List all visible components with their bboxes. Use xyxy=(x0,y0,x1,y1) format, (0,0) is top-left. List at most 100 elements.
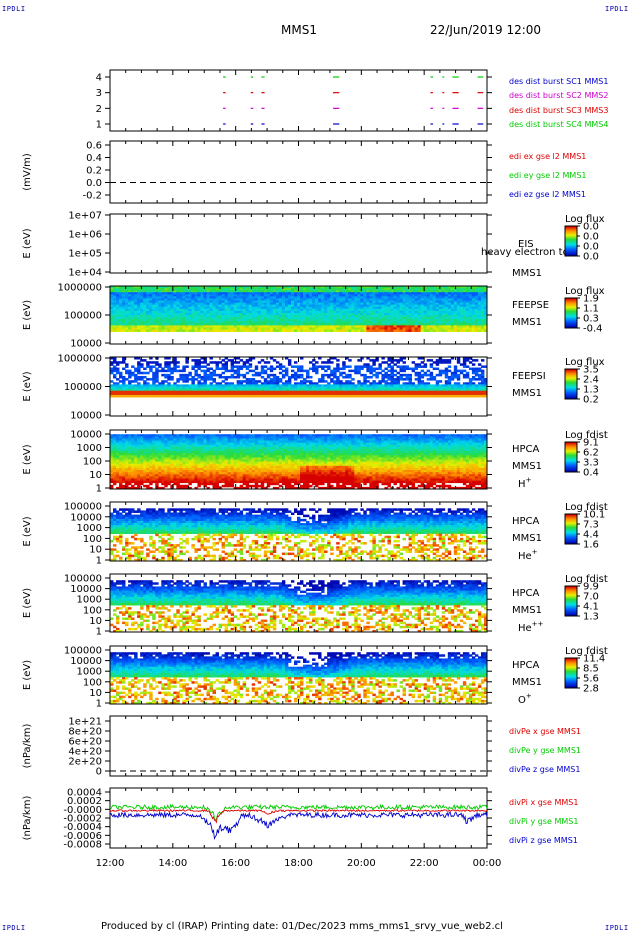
spectrogram-cell xyxy=(435,317,440,320)
spectrogram-cell xyxy=(122,321,126,324)
spectrogram-cell xyxy=(242,308,247,312)
spectrogram-cell xyxy=(257,312,262,316)
spectrogram-cell xyxy=(251,286,256,289)
spectrogram-cell xyxy=(333,392,337,396)
spectrogram-cell xyxy=(143,390,147,394)
spectrogram-cell xyxy=(116,323,120,326)
spectrogram-cell xyxy=(300,298,304,301)
spectrogram-cell xyxy=(432,390,437,394)
spectrogram-cell xyxy=(411,388,416,392)
spectrogram-cell xyxy=(315,384,319,387)
spectrogram-cell xyxy=(381,294,385,297)
spectrogram-cell xyxy=(318,308,322,312)
spectrogram-cell xyxy=(191,317,195,320)
spectrogram-cell xyxy=(399,390,403,394)
spectrogram-cell xyxy=(146,315,150,318)
spectrogram-cell xyxy=(209,373,213,377)
spectrogram-cell xyxy=(330,304,334,308)
spectrogram-cell xyxy=(197,312,201,316)
spectrogram-cell xyxy=(480,375,485,379)
spectrogram-cell xyxy=(402,317,406,320)
spectrogram-cell xyxy=(134,321,138,324)
spectrogram-cell xyxy=(287,288,292,291)
colorbar-cell xyxy=(565,377,577,379)
spectrogram-cell xyxy=(215,367,219,371)
spectrogram-cell xyxy=(152,365,156,368)
spectrogram-cell xyxy=(254,394,259,398)
spectrogram-cell xyxy=(462,306,467,310)
spectrogram-cell xyxy=(266,315,271,318)
spectrogram-cell xyxy=(200,298,204,301)
spectrogram-cell xyxy=(387,321,391,324)
spectrogram-cell xyxy=(477,375,482,379)
spectrogram-cell xyxy=(215,390,219,394)
spectrogram-cell xyxy=(483,286,488,289)
spectrogram-cell xyxy=(140,375,144,379)
spectrogram-cell xyxy=(278,323,283,326)
spectrogram-cell xyxy=(402,392,406,396)
spectrogram-cell xyxy=(227,312,232,316)
spectrogram-cell xyxy=(143,323,147,326)
spectrogram-cell xyxy=(191,382,195,385)
spectrogram-cell xyxy=(188,390,192,394)
spectrogram-cell xyxy=(312,388,316,392)
spectrogram-cell xyxy=(212,321,216,324)
spectrogram-cell xyxy=(254,319,259,322)
spectrogram-cell xyxy=(396,392,400,396)
spectrogram-cell xyxy=(128,373,132,377)
spectrogram-cell xyxy=(315,361,319,364)
spectrogram-cell xyxy=(459,384,464,387)
spectrogram-cell xyxy=(128,312,132,316)
spectrogram-cell xyxy=(143,327,147,330)
spectrogram-cell xyxy=(474,386,479,390)
spectrogram-cell xyxy=(447,300,452,303)
spectrogram-cell xyxy=(170,290,174,293)
spectrogram-cell xyxy=(170,298,174,301)
spectrogram-cell xyxy=(278,310,283,314)
spectrogram-cell xyxy=(366,388,370,392)
spectrogram-cell xyxy=(366,357,370,360)
spectrogram-cell xyxy=(203,388,207,392)
spectrogram-cell xyxy=(119,310,123,314)
spectrogram-cell xyxy=(420,292,425,295)
colorbar-cell xyxy=(565,382,577,384)
spectrogram-cell xyxy=(239,367,244,371)
spectrogram-cell xyxy=(167,298,171,301)
spectrogram-cell xyxy=(339,386,343,390)
spectrogram-cell xyxy=(230,361,235,364)
spectrogram-cell xyxy=(281,386,286,390)
spectrogram-cell xyxy=(284,292,289,295)
spectrogram-cell xyxy=(269,294,274,297)
spectrogram-cell xyxy=(233,325,238,328)
spectrogram-cell xyxy=(113,367,117,371)
spectrogram-cell xyxy=(312,359,316,362)
spectrogram-cell xyxy=(125,288,129,291)
spectrogram-cell xyxy=(179,296,183,299)
spectrogram-cell xyxy=(435,329,440,332)
spectrogram-cell xyxy=(321,308,325,312)
spectrogram-cell xyxy=(191,312,195,316)
spectrogram-cell xyxy=(230,302,235,306)
spectrogram-cell xyxy=(191,380,195,383)
spectrogram-cell xyxy=(354,323,358,326)
spectrogram-cell xyxy=(366,325,370,328)
spectrogram-cell xyxy=(206,363,210,366)
spectrogram-cell xyxy=(438,321,443,324)
spectrogram-cell xyxy=(309,286,313,289)
spectrogram-cell xyxy=(281,300,286,303)
spectrogram-cell xyxy=(336,323,340,326)
spectrogram-cell xyxy=(188,315,192,318)
spectrogram-cell xyxy=(417,308,422,312)
spectrogram-cell xyxy=(465,300,470,303)
colorbar-cell xyxy=(565,380,577,382)
spectrogram-cell xyxy=(239,359,244,362)
spectrogram-cell xyxy=(327,286,331,289)
spectrogram-cell xyxy=(420,294,425,297)
spectrogram-cell xyxy=(284,327,289,330)
spectrogram-cell xyxy=(339,294,343,297)
spectrogram-cell xyxy=(122,382,126,385)
spectrogram-cell xyxy=(182,306,186,310)
colorbar-tick-label: 1.3 xyxy=(583,385,599,396)
spectrogram-cell xyxy=(119,375,123,379)
spectrogram-cell xyxy=(447,380,452,383)
